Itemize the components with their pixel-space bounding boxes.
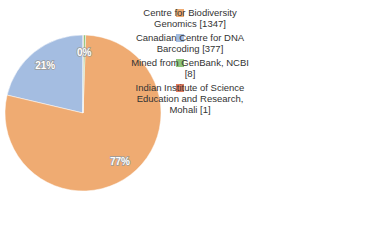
svg-text:21%: 21% (35, 60, 55, 71)
svg-text:Indian Institute of ScienceEdu: Indian Institute of ScienceEducation and… (136, 82, 245, 115)
svg-text:Centre for BiodiversityGenomic: Centre for BiodiversityGenomics [1347] (143, 7, 237, 29)
svg-text:Mined from GenBank, NCBI[8]: Mined from GenBank, NCBI[8] (131, 57, 249, 79)
svg-text:0%: 0% (77, 47, 92, 58)
svg-text:77%: 77% (110, 156, 130, 167)
svg-text:Canadian Centre for DNABarcodi: Canadian Centre for DNABarcoding [377] (136, 32, 245, 54)
